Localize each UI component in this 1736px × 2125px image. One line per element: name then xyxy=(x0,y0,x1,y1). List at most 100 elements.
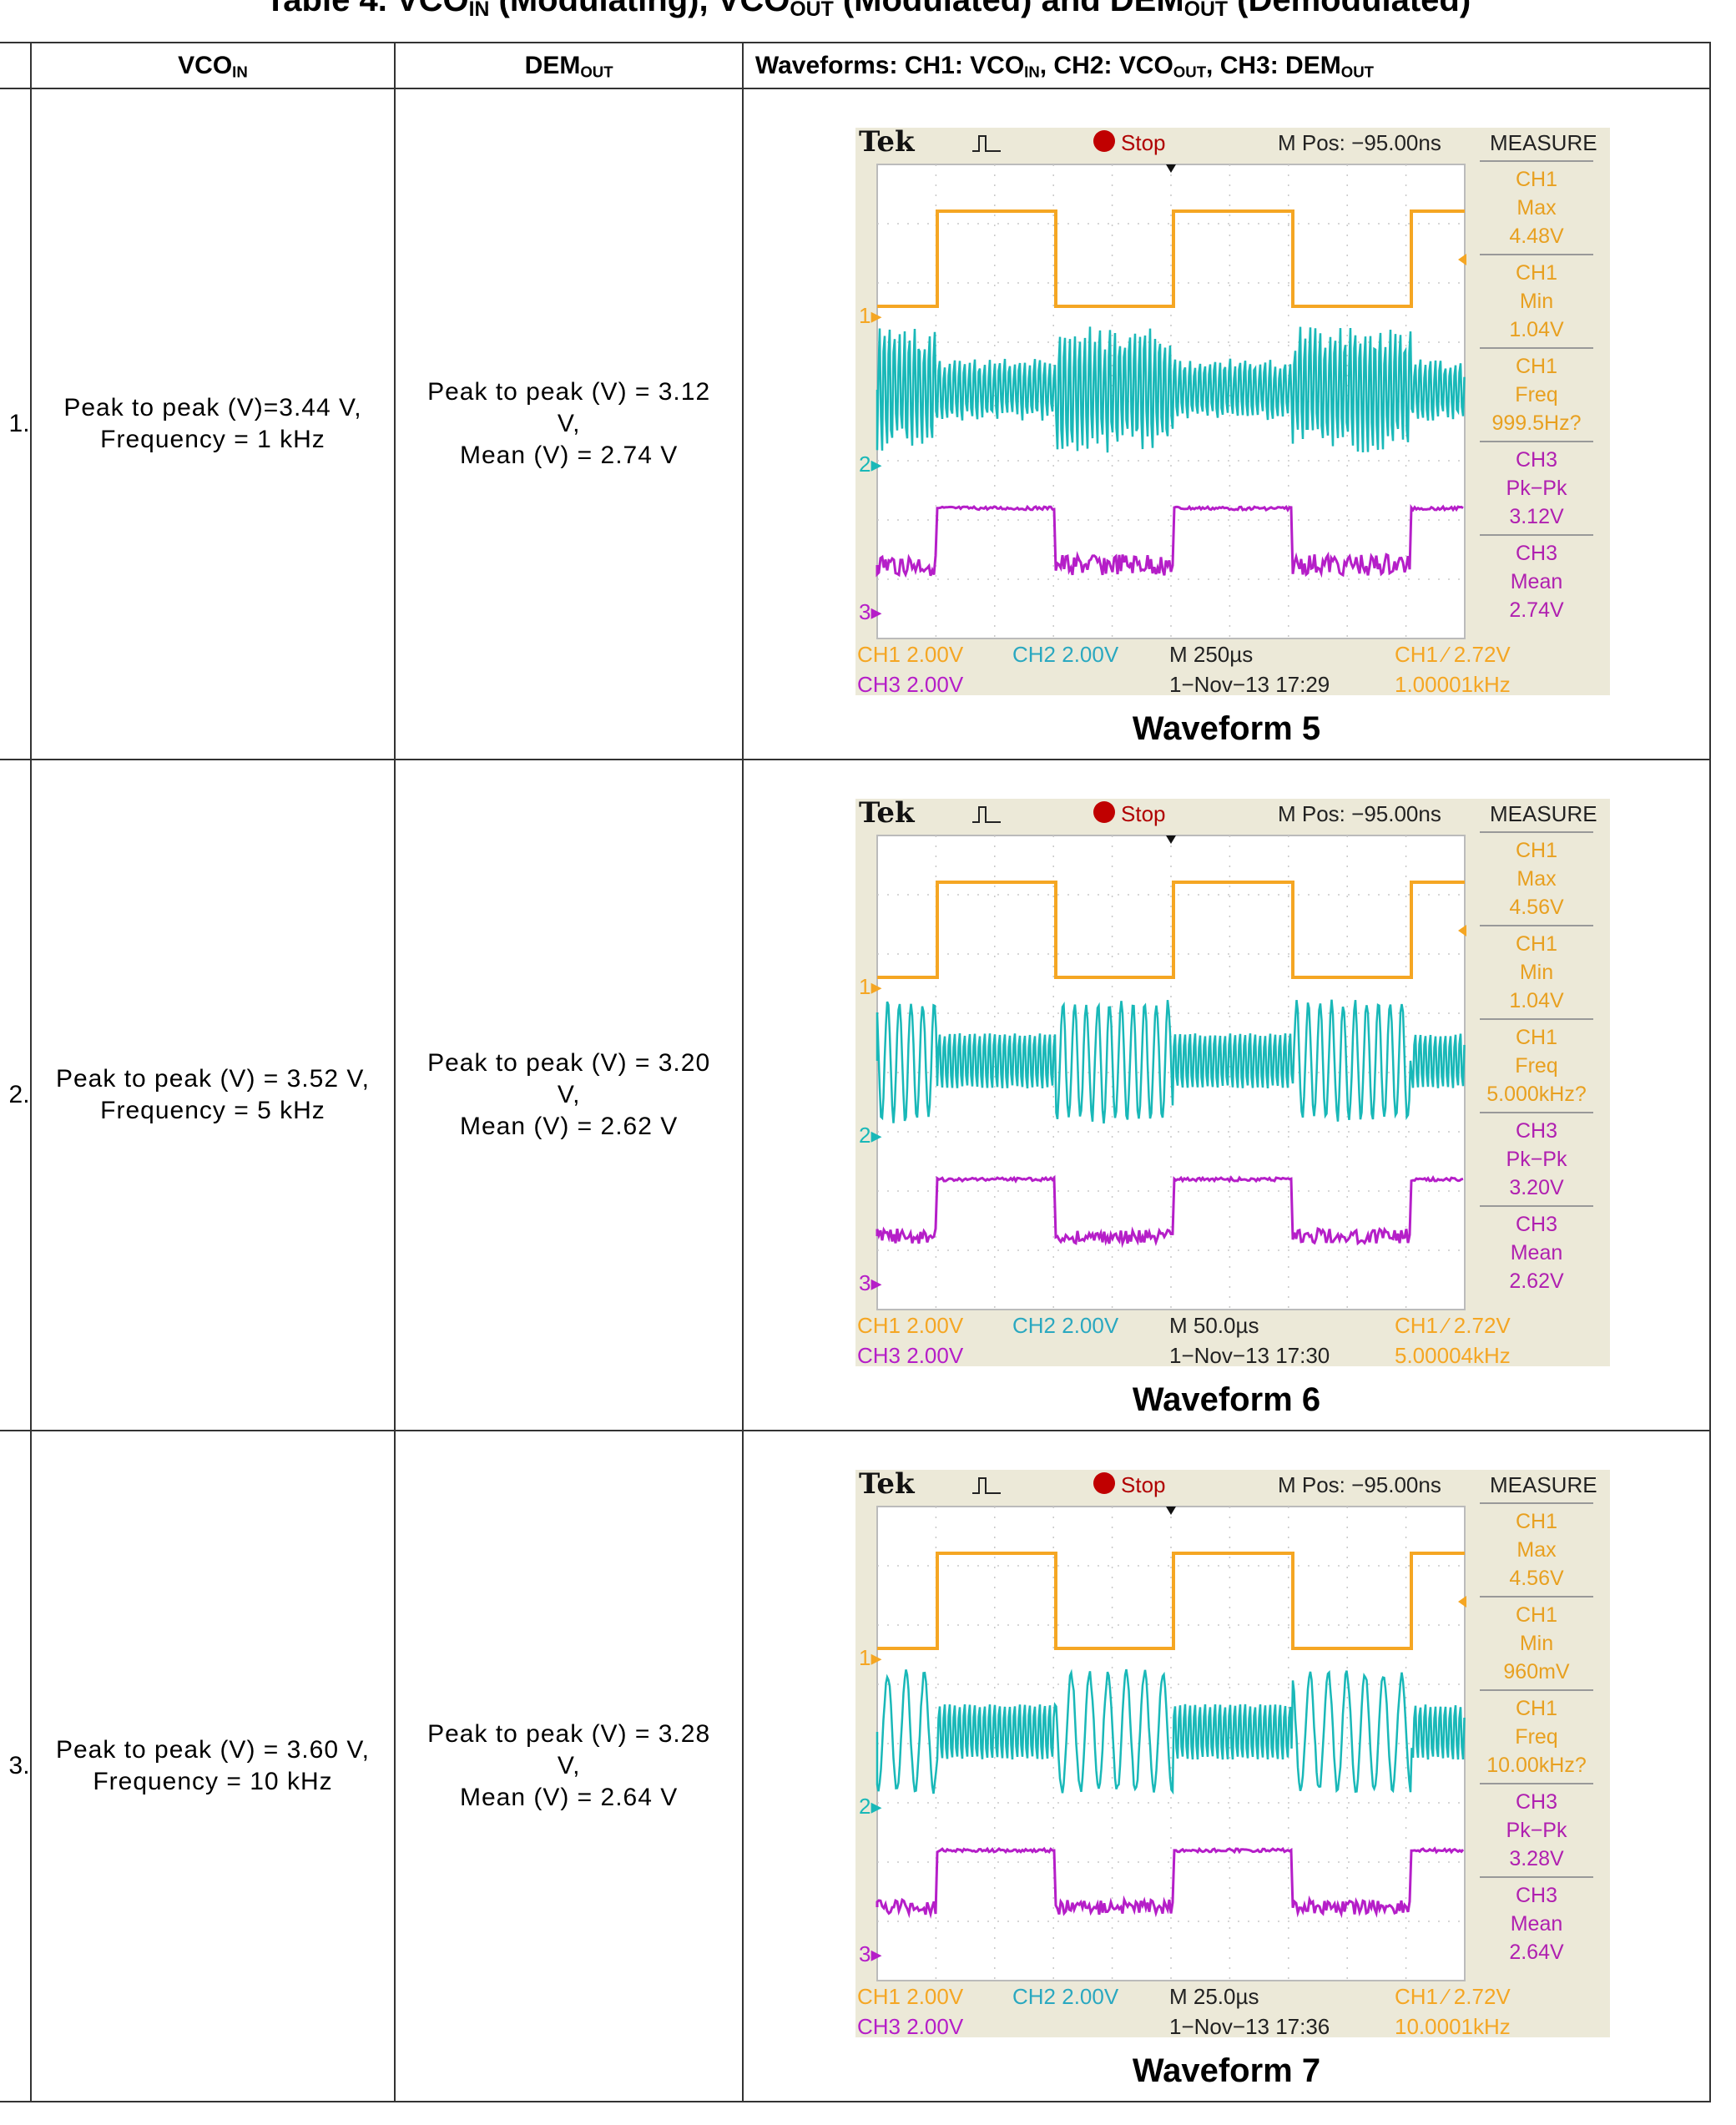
measure-name: Freq xyxy=(1515,383,1557,406)
ch2-trace xyxy=(876,1668,1466,1795)
measure-value: 1.04V xyxy=(1509,989,1564,1012)
table-row: 1. Peak to peak (V)=3.44 V, Frequency = 1 … xyxy=(0,88,1712,760)
ch1-trace xyxy=(876,1552,1465,1650)
measure-name: Mean xyxy=(1511,570,1563,593)
header-waveforms: Waveforms: CH1: VCOIN, CH2: VCOOUT, CH3:… xyxy=(741,42,1712,89)
ch1-scale: CH1 2.00V xyxy=(857,1984,964,2009)
measure-name: Freq xyxy=(1515,1725,1557,1749)
ch3-marker: 3▸ xyxy=(859,1270,882,1295)
acquisition-status: Stop xyxy=(1121,130,1166,155)
timestamp: 1−Nov−13 17:29 xyxy=(1169,672,1330,695)
measure-name: Min xyxy=(1520,961,1553,984)
header-dem-out: DEMOUT xyxy=(394,42,744,89)
ch1-trace xyxy=(876,881,1465,979)
ch3-marker: 3▸ xyxy=(859,1941,882,1966)
oscilloscope-screenshot: Tek Stop M Pos: −95.00ns MEASURE 1▸ 2▸ 3▸ CH1 Ma… xyxy=(855,1467,1610,2039)
trigger-level-icon xyxy=(1457,1596,1466,1608)
tek-logo: Tek xyxy=(859,128,916,159)
measure-channel: CH1 xyxy=(1516,839,1557,862)
ch3-scale: CH3 2.00V xyxy=(857,1343,964,1366)
trigger-frequency: 10.0001kHz xyxy=(1395,2014,1511,2037)
measure-name: Pk−Pk xyxy=(1506,1148,1567,1171)
timebase: M 25.0µs xyxy=(1169,1984,1259,2009)
dem-out-cell: Peak to peak (V) = 3.12 V, Mean (V) = 2.74… xyxy=(394,88,744,760)
scope-display: Tek Stop M Pos: −95.00ns MEASURE1▸2▸3▸CH1Ma… xyxy=(857,796,1597,1368)
ch3-trace xyxy=(876,503,1464,578)
scope-display: Tek Stop M Pos: −95.00ns MEASURE1▸2▸3▸CH1Ma… xyxy=(857,125,1597,697)
measure-channel: CH1 xyxy=(1516,1026,1557,1049)
ch1-trace xyxy=(876,209,1465,308)
waveform-cell: Tek Stop M Pos: −95.00ns MEASURE 1▸ 2▸ 3▸ CH1 Ma… xyxy=(741,1430,1712,2102)
acquisition-status: Stop xyxy=(1121,1472,1166,1497)
tek-logo: Tek xyxy=(859,799,916,830)
horizontal-position: M Pos: −95.00ns xyxy=(1278,130,1441,155)
measure-value: 960mV xyxy=(1503,1660,1570,1683)
measure-channel: CH3 xyxy=(1516,448,1557,472)
measure-value: 5.000kHz? xyxy=(1486,1083,1587,1106)
row-number: 1. xyxy=(0,88,32,760)
measure-title: MEASURE xyxy=(1490,801,1597,826)
ch2-scale: CH2 2.00V xyxy=(1012,1313,1119,1338)
oscilloscope-screenshot: Tek Stop M Pos: −95.00ns MEASURE 1▸ 2▸ 3▸ CH1 Ma… xyxy=(855,125,1610,697)
dem-out-cell: Peak to peak (V) = 3.28 V, Mean (V) = 2.64… xyxy=(394,1430,744,2102)
measure-value: 3.28V xyxy=(1509,1847,1564,1870)
measure-value: 4.56V xyxy=(1509,896,1564,919)
measure-name: Pk−Pk xyxy=(1506,477,1567,500)
timestamp: 1−Nov−13 17:36 xyxy=(1169,2014,1330,2037)
oscilloscope-screenshot: Tek Stop M Pos: −95.00ns MEASURE 1▸ 2▸ 3▸ CH1 Ma… xyxy=(855,796,1610,1368)
trigger-frequency: 5.00004kHz xyxy=(1395,1343,1511,1366)
ch3-marker: 3▸ xyxy=(859,599,882,624)
measure-channel: CH1 xyxy=(1516,168,1557,191)
trigger-frequency: 1.00001kHz xyxy=(1395,672,1511,695)
measure-channel: CH1 xyxy=(1516,261,1557,285)
waveform-caption: Waveform 5 xyxy=(1132,710,1321,747)
ch2-scale: CH2 2.00V xyxy=(1012,1984,1119,2009)
row-number: 3. xyxy=(0,1430,32,2102)
ch2-marker: 2▸ xyxy=(859,1123,882,1148)
table-title: Table 4. VCOIN (Modulating), VCOOUT (Mod… xyxy=(265,0,1471,22)
horizontal-position: M Pos: −95.00ns xyxy=(1278,801,1441,826)
ch3-scale: CH3 2.00V xyxy=(857,2014,964,2037)
tek-logo: Tek xyxy=(859,1470,916,1501)
measure-channel: CH3 xyxy=(1516,1790,1557,1814)
waveform-caption: Waveform 6 xyxy=(1132,1381,1321,1418)
ch3-trace xyxy=(876,1846,1465,1920)
vco-in-cell: Peak to peak (V) = 3.60 V, Frequency = 10… xyxy=(29,1430,396,2102)
measure-channel: CH1 xyxy=(1516,932,1557,956)
measure-channel: CH1 xyxy=(1516,1603,1557,1627)
measure-value: 2.74V xyxy=(1509,598,1564,622)
measure-name: Max xyxy=(1516,867,1557,891)
timebase: M 50.0µs xyxy=(1169,1313,1259,1338)
ch2-trace xyxy=(876,999,1466,1124)
trigger-mode-icon xyxy=(971,135,1001,152)
trigger-position-icon xyxy=(1165,164,1176,173)
measure-title: MEASURE xyxy=(1490,1472,1597,1497)
row-number: 2. xyxy=(0,759,32,1431)
vco-in-cell: Peak to peak (V) = 3.52 V, Frequency = 5 … xyxy=(29,759,396,1431)
stop-indicator-icon xyxy=(1093,130,1115,152)
horizontal-position: M Pos: −95.00ns xyxy=(1278,1472,1441,1497)
ch2-marker: 2▸ xyxy=(859,1794,882,1819)
measure-channel: CH3 xyxy=(1516,1213,1557,1236)
measure-name: Mean xyxy=(1511,1241,1563,1264)
measure-channel: CH3 xyxy=(1516,1884,1557,1907)
measure-channel: CH1 xyxy=(1516,1510,1557,1533)
trigger-mode-icon xyxy=(971,806,1001,823)
measure-value: 1.04V xyxy=(1509,318,1564,341)
measure-value: 2.64V xyxy=(1509,1941,1564,1964)
trigger-mode-icon xyxy=(971,1477,1001,1494)
measure-channel: CH3 xyxy=(1516,1119,1557,1143)
trigger-position-icon xyxy=(1165,1507,1176,1515)
ch1-scale: CH1 2.00V xyxy=(857,642,964,667)
timestamp: 1−Nov−13 17:30 xyxy=(1169,1343,1330,1366)
ch2-scale: CH2 2.00V xyxy=(1012,642,1119,667)
header-row: VCOIN DEMOUT Waveforms: CH1: VCOIN, CH2:… xyxy=(0,42,1712,89)
measure-name: Min xyxy=(1520,1632,1553,1655)
header-num xyxy=(0,42,32,89)
trigger-level-icon xyxy=(1457,925,1466,936)
ch1-scale: CH1 2.00V xyxy=(857,1313,964,1338)
measure-value: 2.62V xyxy=(1509,1269,1564,1293)
scope-display: Tek Stop M Pos: −95.00ns MEASURE1▸2▸3▸CH1Ma… xyxy=(857,1467,1597,2039)
measure-name: Min xyxy=(1520,290,1553,313)
trigger-setting: CH1 ∕ 2.72V xyxy=(1395,1313,1511,1338)
